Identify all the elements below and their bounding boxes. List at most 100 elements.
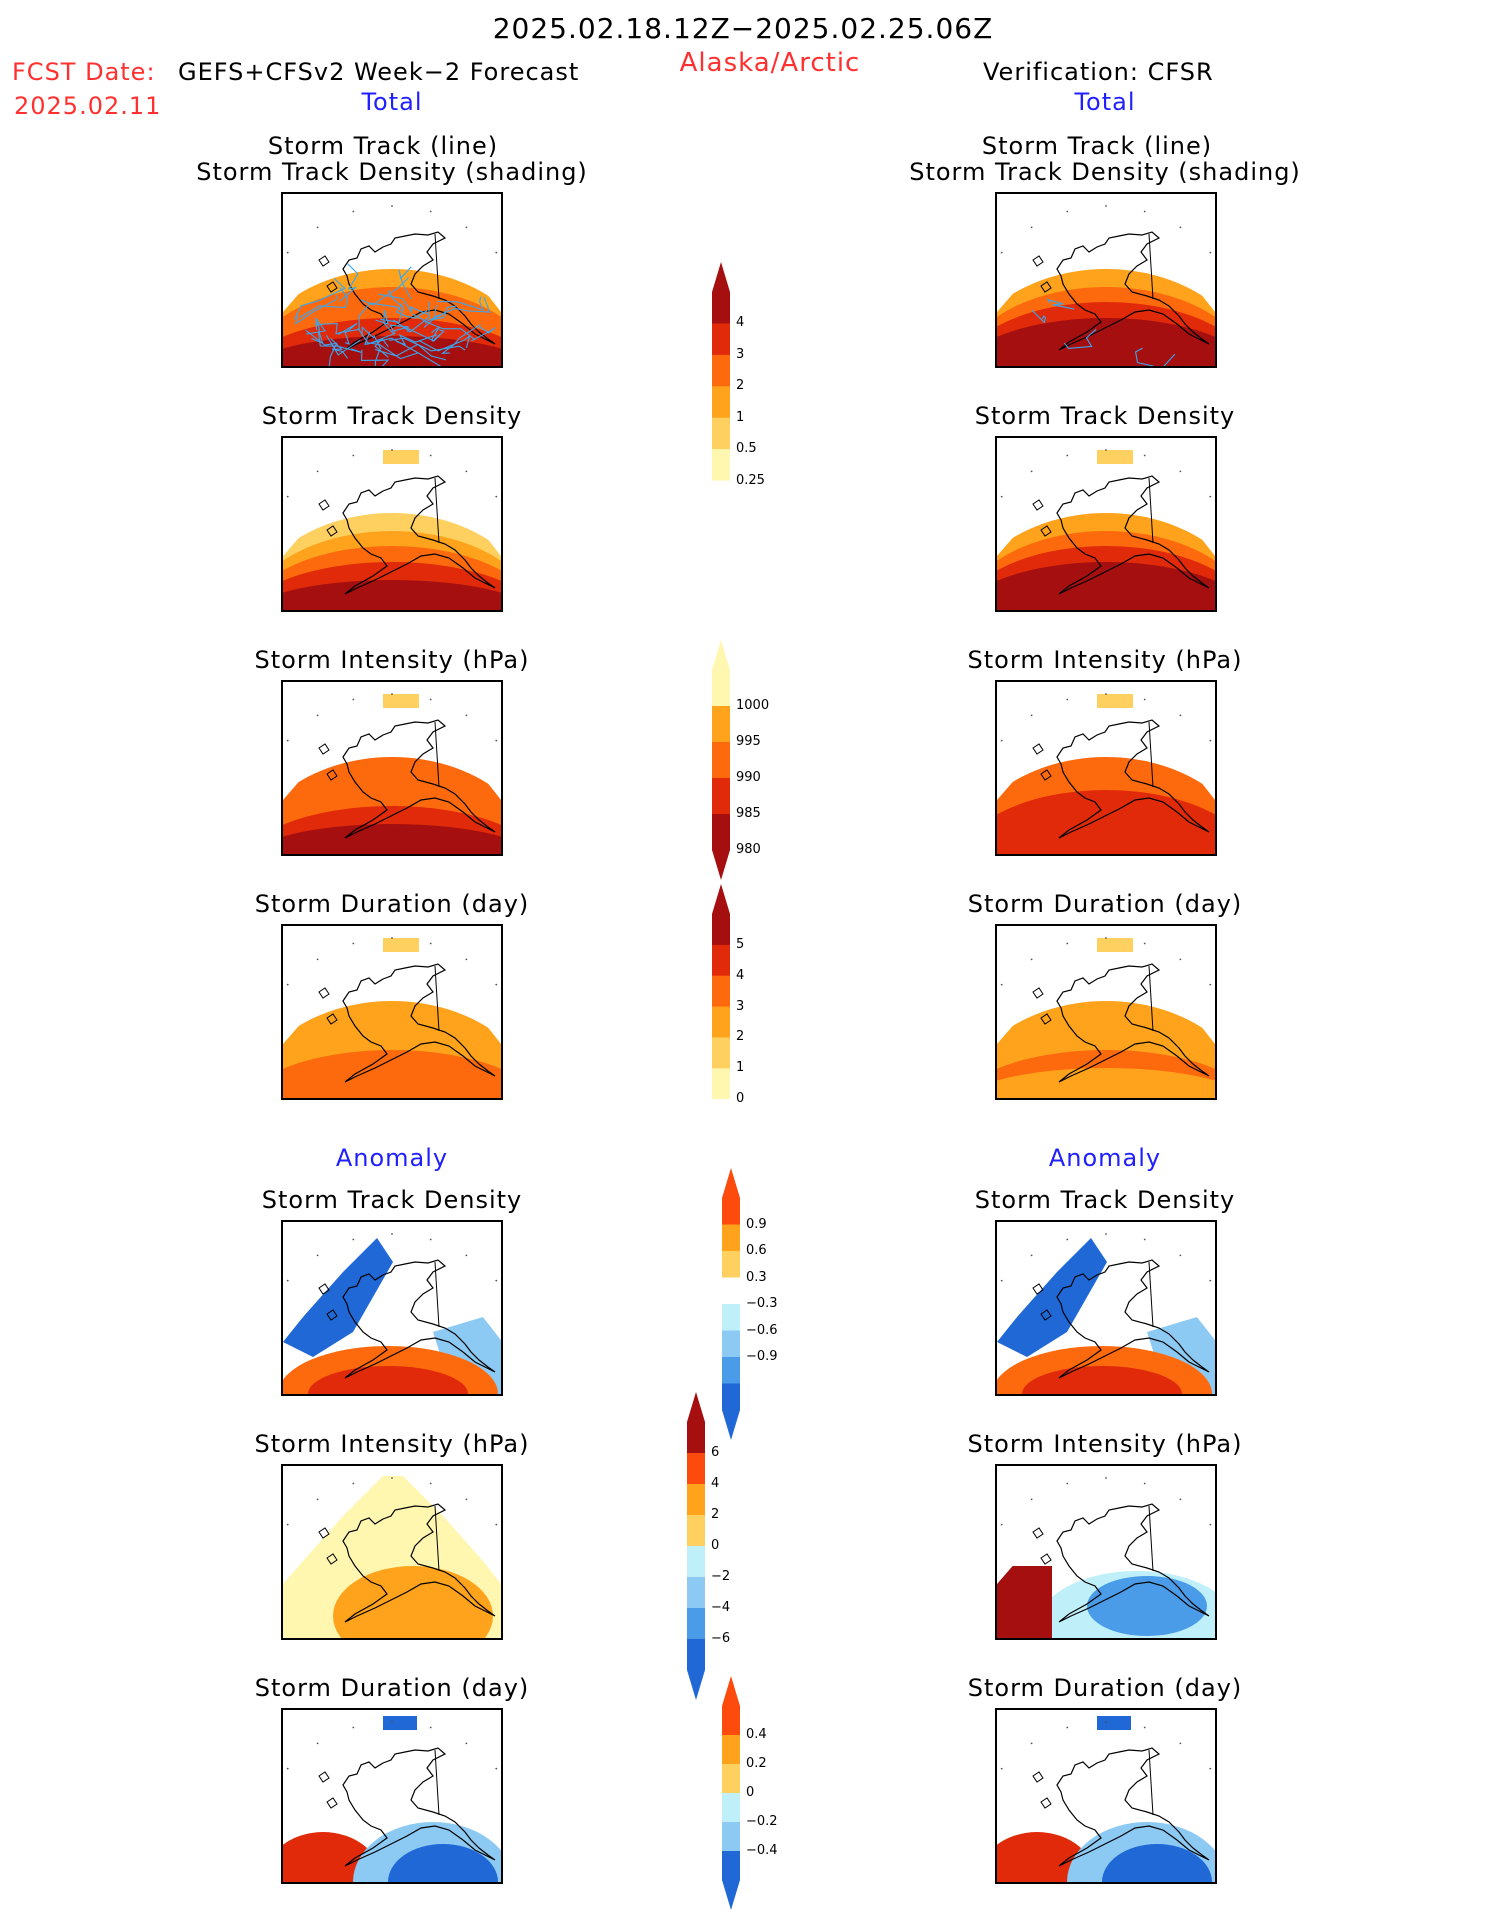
coastline xyxy=(342,1259,496,1379)
colorbar-tick-label: 4 xyxy=(711,1476,720,1491)
storm-track-line xyxy=(378,293,429,315)
coastline xyxy=(1056,719,1210,839)
coastline xyxy=(326,281,338,293)
storm-track-line xyxy=(392,327,445,342)
storm-track-line xyxy=(311,319,324,344)
colorbar-arrow xyxy=(712,1130,730,1160)
colorbar-segment xyxy=(687,1608,705,1640)
colorbar-arrow xyxy=(722,1676,740,1706)
coastline xyxy=(1040,281,1052,293)
graticule-dot xyxy=(1179,226,1182,229)
title-intensity-anom-left: Storm Intensity (hPa) xyxy=(254,1430,530,1458)
colorbar-segment xyxy=(712,706,730,743)
storm-track-line xyxy=(435,297,491,318)
colorbar-segment xyxy=(722,1251,740,1278)
graticule-dot xyxy=(1209,251,1212,254)
date-range-title: 2025.02.18.12Z−2025.02.25.06Z xyxy=(492,12,994,45)
graticule-dot xyxy=(316,1254,319,1257)
graticule-dot xyxy=(1066,1726,1069,1729)
map-duration-anom-forecast xyxy=(281,1708,503,1884)
shade-positive xyxy=(997,1346,1212,1394)
storm-track-line xyxy=(1031,309,1047,324)
graticule-dot xyxy=(1143,1482,1146,1485)
colorbar-segment xyxy=(722,1851,740,1881)
graticule-dot xyxy=(1000,983,1003,986)
colorbar-tick-label: 990 xyxy=(736,770,761,785)
border-line xyxy=(434,1261,440,1328)
coastline xyxy=(1032,743,1044,755)
coastline xyxy=(318,1771,330,1783)
colorbar-segment xyxy=(712,354,730,387)
graticule-dot xyxy=(352,1726,355,1729)
map-duration-anom-verification xyxy=(995,1708,1217,1884)
coastline xyxy=(326,769,338,781)
graticule-dot xyxy=(1209,1767,1212,1770)
colorbar-arrow xyxy=(712,884,730,914)
graticule-dot xyxy=(429,942,432,945)
colorbar-tick-label: 1 xyxy=(736,1060,745,1075)
colorbar-duration-anom: 0.4 0.2 0 −0.2 −0.4 xyxy=(720,1676,810,1910)
colorbar-segment xyxy=(687,1453,705,1485)
shade-positive xyxy=(333,1566,493,1638)
colorbar-arrow xyxy=(712,512,730,542)
shade-level xyxy=(283,336,501,366)
storm-track-line xyxy=(395,333,437,346)
colorbar-segment xyxy=(712,1037,730,1069)
map-density-anom-verification xyxy=(995,1220,1217,1396)
graticule-dot xyxy=(429,1482,432,1485)
graticule-dot xyxy=(1030,470,1033,473)
shade-negative xyxy=(997,1232,1107,1357)
graticule-dot xyxy=(1000,1767,1003,1770)
shade-level xyxy=(1097,694,1133,708)
graticule-dot xyxy=(316,958,319,961)
graticule-dot xyxy=(286,739,289,742)
graticule-dot xyxy=(1000,739,1003,742)
graticule-dot xyxy=(1066,1238,1069,1241)
coastline xyxy=(318,1283,330,1295)
coastline xyxy=(318,255,330,267)
colorbar-intensity-anom: 6 4 2 0 −2 −4 −6 xyxy=(685,1392,775,1700)
colorbar-tick-label: 4 xyxy=(736,315,745,330)
graticule-dot xyxy=(429,210,432,213)
graticule-dot xyxy=(1179,1742,1182,1745)
colorbar-tick-label: 0 xyxy=(746,1785,755,1800)
border-line xyxy=(1148,721,1154,788)
graticule-dot xyxy=(1030,226,1033,229)
region-label: Alaska/Arctic xyxy=(679,48,861,78)
map-density-anom-forecast xyxy=(281,1220,503,1396)
colorbar-segment xyxy=(712,1099,730,1131)
storm-track-line xyxy=(361,349,390,366)
graticule-dot xyxy=(352,698,355,701)
title-density-anom-left: Storm Track Density xyxy=(261,1186,523,1214)
graticule-dot xyxy=(352,942,355,945)
colorbar-segment xyxy=(722,1764,740,1794)
coastline xyxy=(1032,987,1044,999)
colorbar-segment xyxy=(687,1639,705,1671)
graticule-dot xyxy=(316,470,319,473)
storm-track-line xyxy=(389,337,466,352)
colorbar-arrow xyxy=(722,1880,740,1910)
graticule-dot xyxy=(286,495,289,498)
storm-track-line xyxy=(1046,298,1075,310)
storm-track-line xyxy=(1063,328,1097,349)
title-track-line-left: Storm Track (line) xyxy=(267,132,499,160)
coastline xyxy=(326,1013,338,1025)
shade-positive xyxy=(1022,1366,1182,1394)
graticule-dot xyxy=(1179,958,1182,961)
colorbar-tick-label: 2 xyxy=(736,1029,745,1044)
map-track-total-forecast xyxy=(281,192,503,368)
colorbar-tick-label: −2 xyxy=(711,1569,731,1584)
storm-track-line xyxy=(375,309,395,335)
coastline xyxy=(1032,255,1044,267)
colorbar-tick-label: 0.6 xyxy=(746,1243,767,1258)
title-density-left: Storm Track Density xyxy=(261,402,523,430)
graticule-dot xyxy=(391,937,393,939)
map-intensity-anom-forecast xyxy=(281,1464,503,1640)
colorbar-arrow xyxy=(722,1168,740,1198)
colorbar-tick-label: 0.5 xyxy=(736,441,757,456)
map-intensity-total-verification xyxy=(995,680,1217,856)
colorbar-segment xyxy=(722,1706,740,1736)
title-track-line-right: Storm Track (line) xyxy=(981,132,1213,160)
coastline xyxy=(1032,1771,1044,1783)
storm-track-line xyxy=(361,326,382,350)
